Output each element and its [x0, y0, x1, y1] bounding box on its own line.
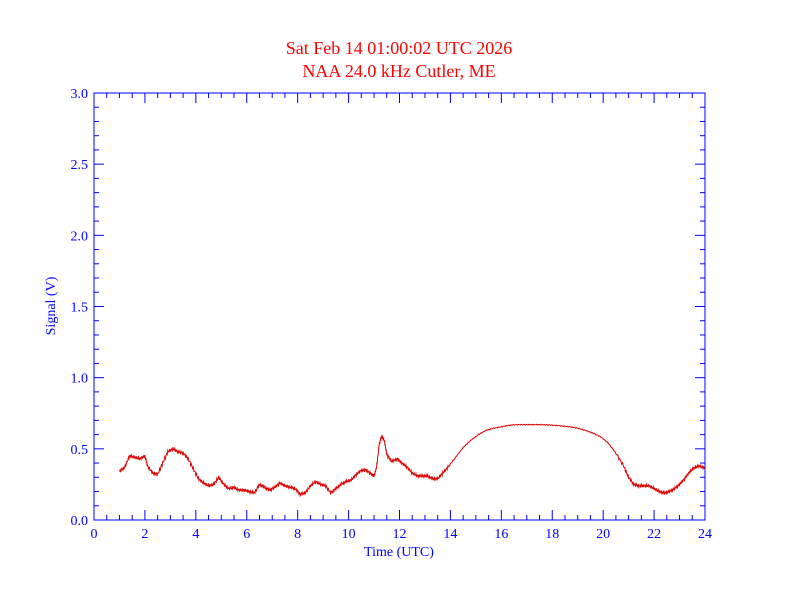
x-tick-label: 4 — [192, 527, 199, 542]
signal-series-line — [119, 423, 706, 498]
chart-subtitle: NAA 24.0 kHz Cutler, ME — [302, 61, 495, 81]
chart-title: Sat Feb 14 01:00:02 UTC 2026 — [286, 38, 513, 58]
y-tick-label: 0.5 — [71, 443, 89, 458]
x-tick-label: 16 — [494, 527, 508, 542]
x-tick-label: 20 — [596, 527, 610, 542]
x-axis-label: Time (UTC) — [364, 545, 434, 560]
y-tick-label: 2.5 — [71, 158, 89, 173]
y-tick-label: 2.0 — [71, 229, 89, 244]
x-tick-label: 2 — [141, 527, 148, 542]
y-tick-label: 0.0 — [71, 514, 89, 529]
y-tick-label: 1.5 — [71, 301, 89, 316]
x-tick-label: 24 — [698, 527, 712, 542]
y-axis-label: Signal (V) — [44, 276, 59, 335]
x-tick-label: 12 — [393, 527, 407, 542]
y-tick-label: 3.0 — [71, 87, 89, 102]
x-tick-label: 0 — [91, 527, 98, 542]
x-tick-label: 14 — [443, 527, 457, 542]
axis-ticks — [93, 92, 706, 521]
x-tick-label: 10 — [342, 527, 356, 542]
y-tick-labels: 0.0 0.5 1.0 1.5 2.0 2.5 3.0 — [71, 87, 89, 529]
y-tick-label: 1.0 — [71, 372, 89, 387]
x-tick-labels: 0 2 4 6 8 10 12 14 16 18 20 22 24 — [91, 527, 713, 542]
x-tick-label: 6 — [243, 527, 250, 542]
x-tick-label: 18 — [545, 527, 559, 542]
x-tick-label: 22 — [647, 527, 661, 542]
x-tick-label: 8 — [294, 527, 301, 542]
